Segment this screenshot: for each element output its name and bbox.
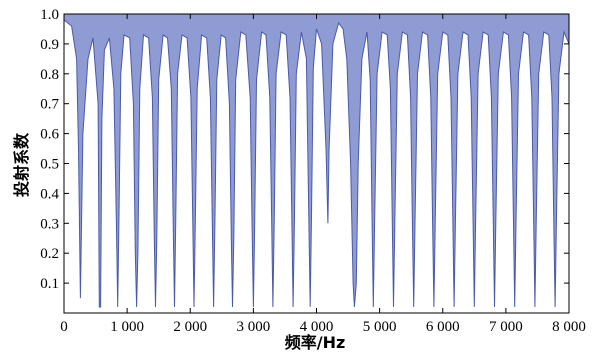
y-tick-label: 0.5 (40, 157, 59, 173)
series-0-line (63, 19, 570, 308)
series-0-envelope (64, 14, 569, 307)
x-tick-label: 3 000 (237, 319, 271, 335)
y-tick-label: 0.7 (40, 97, 59, 113)
x-tick-label: 2 000 (173, 319, 207, 335)
y-tick-label: 0.1 (40, 276, 59, 292)
plot-area (63, 14, 570, 308)
y-axis-title: 投射系数 (12, 132, 31, 197)
x-tick-label: 8 000 (552, 319, 586, 335)
axes: 0 1 000 2 000 3 000 4 000 5 000 6 000 7 000 8 00… (40, 7, 586, 335)
y-tick-label: 0.2 (40, 246, 59, 262)
x-tick-label: 6 000 (426, 319, 460, 335)
x-tick-label: 5 000 (363, 319, 397, 335)
x-tick-label: 0 (60, 319, 68, 335)
y-tick-label: 0.3 (40, 216, 59, 232)
y-tick-label: 1.0 (40, 7, 59, 23)
x-axis-title: 频率/Hz (285, 333, 346, 352)
y-tick-label: 0.4 (40, 186, 59, 202)
x-tick-label: 4 000 (300, 319, 334, 335)
x-tick-label: 7 000 (489, 319, 523, 335)
y-tick-label: 0.6 (40, 127, 59, 143)
y-tick-label: 0.9 (40, 37, 59, 53)
x-tick-label: 1 000 (110, 319, 144, 335)
y-tick-label: 0.8 (40, 67, 59, 83)
